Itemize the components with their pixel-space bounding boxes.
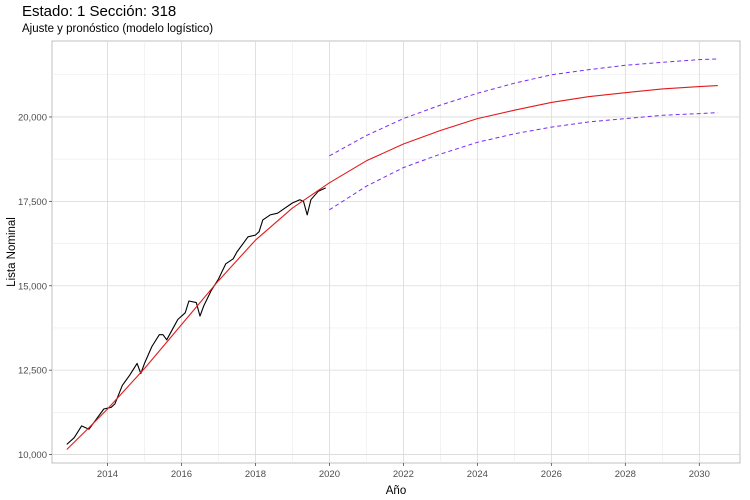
observed-line [66, 187, 326, 445]
x-tick-label: 2014 [97, 469, 118, 480]
lower-bound-line [329, 112, 718, 211]
x-tick-label: 2020 [319, 469, 340, 480]
fitted-forecast-line [66, 85, 718, 450]
x-tick-label: 2018 [245, 469, 266, 480]
x-tick-label: 2026 [541, 469, 562, 480]
y-tick-label: 12,500 [18, 366, 47, 377]
x-tick-label: 2030 [689, 469, 710, 480]
y-axis-title: Lista Nominal [6, 217, 18, 287]
x-tick-label: 2022 [393, 469, 414, 480]
x-axis-title: Año [386, 485, 406, 497]
y-tick-label: 17,500 [18, 197, 47, 208]
plot-panel-border [51, 40, 741, 464]
y-tick-label: 15,000 [18, 281, 47, 292]
upper-bound-line [329, 58, 718, 157]
x-tick-label: 2024 [467, 469, 488, 480]
x-tick-label: 2028 [615, 469, 636, 480]
chart-subtitle: Ajuste y pronóstico (modelo logístico) [22, 23, 214, 35]
x-tick-label: 2016 [171, 469, 192, 480]
y-tick-label: 20,000 [18, 112, 47, 123]
y-tick-label: 10,000 [18, 450, 47, 461]
chart-title: Estado: 1 Sección: 318 [22, 3, 177, 20]
